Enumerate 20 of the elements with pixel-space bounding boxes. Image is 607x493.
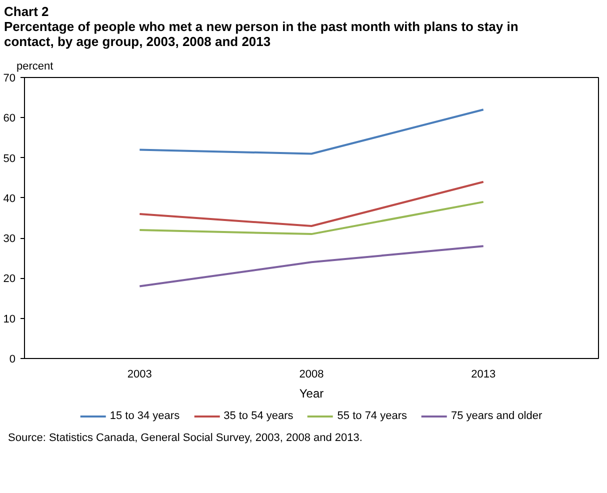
y-tick-label: 10 <box>3 313 16 326</box>
legend-label: 75 years and older <box>451 410 542 422</box>
y-tick-label: 50 <box>3 152 16 165</box>
y-axis-title: percent <box>16 60 54 72</box>
source-note: Source: Statistics Canada, General Social Survey, 2003, 2008 and 2013. <box>8 431 362 446</box>
y-tick-label: 0 <box>9 354 16 366</box>
x-tick-label: 2008 <box>299 368 324 380</box>
legend-label: 15 to 34 years <box>110 410 180 422</box>
y-tick-label: 20 <box>3 273 16 286</box>
x-tick-label: 2013 <box>471 368 496 380</box>
x-tick-label: 2003 <box>127 368 152 380</box>
y-tick-label: 60 <box>3 112 16 125</box>
x-axis-title: Year <box>299 386 324 400</box>
legend-label: 35 to 54 years <box>224 410 294 422</box>
y-tick-label: 40 <box>3 192 16 205</box>
chart-subtitle: Percentage of people who met a new person in the past month with plans to stay in contact, by age group, 2003, 2008 and 2013 <box>4 19 518 49</box>
legend-label: 55 to 74 years <box>337 410 408 422</box>
y-tick-label: 70 <box>3 72 16 84</box>
y-tick-label: 30 <box>3 233 16 246</box>
chart-title: Chart 2 <box>4 4 49 19</box>
